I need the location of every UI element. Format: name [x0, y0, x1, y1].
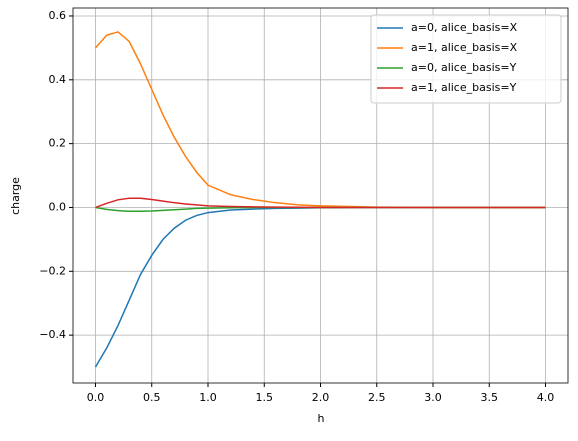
y-tick-label: 0.4 [49, 73, 67, 86]
x-tick-label: 0.5 [143, 391, 161, 404]
x-tick-label: 3.5 [481, 391, 499, 404]
y-tick-label: −0.2 [39, 264, 66, 277]
legend-label: a=1, alice_basis=X [411, 41, 518, 54]
line [95, 197, 546, 209]
legend: a=0, alice_basis=X a=1, alice_basis=X a=0,… [370, 14, 562, 104]
x-tick-label: 2.0 [312, 391, 330, 404]
x-tick-label: 4.0 [537, 391, 555, 404]
legend-label: a=0, alice_basis=Y [411, 61, 517, 74]
x-tick-label: 1.0 [199, 391, 217, 404]
legend-label: a=0, alice_basis=X [411, 21, 518, 34]
y-axis-label: charge [9, 177, 22, 215]
legend-box [370, 14, 562, 104]
plot-frame [72, 7, 569, 384]
x-tick-label: 0.0 [87, 391, 105, 404]
y-tick-label: 0.2 [49, 137, 67, 150]
x-tick-label: 1.5 [256, 391, 274, 404]
x-axis-label: h [318, 412, 325, 425]
legend-label: a=1, alice_basis=Y [411, 81, 517, 94]
x-tick-label: 3.0 [424, 391, 442, 404]
y-tick-label: −0.4 [39, 328, 66, 341]
y-tick-label: 0.6 [49, 9, 67, 22]
y-tick-label: 0.0 [49, 200, 67, 213]
x-tick-label: 2.5 [368, 391, 386, 404]
